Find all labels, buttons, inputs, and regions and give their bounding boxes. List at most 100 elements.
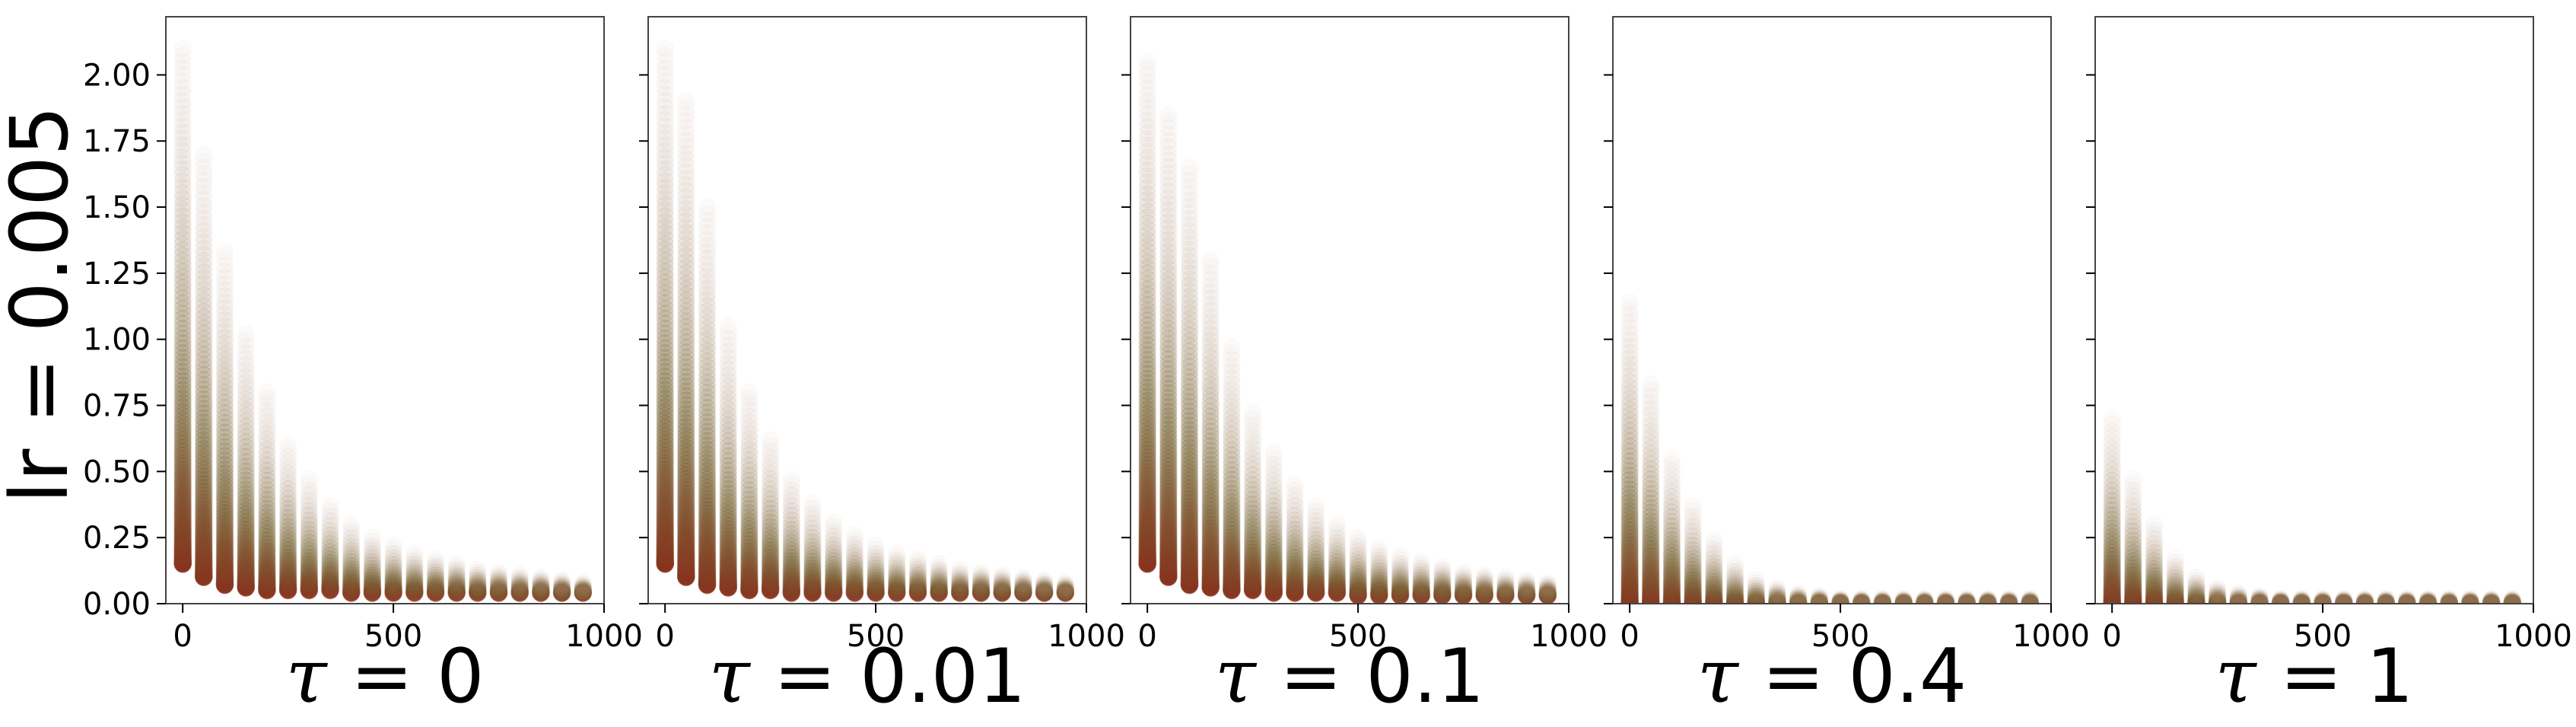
scatter-point [1391, 565, 1410, 583]
scatter-point [195, 467, 213, 486]
scatter-point [173, 445, 192, 464]
scatter-point [195, 292, 213, 310]
scatter-point [677, 395, 695, 414]
scatter-point [1181, 172, 1198, 190]
scatter-point [698, 511, 717, 529]
scatter-point [677, 417, 695, 436]
scatter-point [698, 212, 716, 228]
scatter-point [761, 499, 780, 518]
y-tick-label: 1.25 [83, 257, 151, 292]
scatter-point [173, 104, 192, 123]
scatter-point [1138, 373, 1156, 392]
scatter-point [656, 474, 674, 493]
scatter-point [867, 541, 885, 559]
scatter-point [761, 453, 780, 472]
scatter-point [656, 467, 674, 486]
scatter-point [405, 559, 424, 577]
scatter-point [1243, 532, 1262, 551]
scatter-point [173, 289, 192, 308]
scatter-point [825, 518, 842, 535]
scatter-point [719, 365, 737, 384]
scatter-point [1180, 258, 1199, 276]
scatter-point [677, 490, 695, 509]
scatter-point [888, 576, 906, 595]
scatter-point [1433, 581, 1452, 599]
scatter-point [740, 476, 758, 495]
scatter-point [740, 567, 758, 585]
scatter-point [720, 317, 737, 335]
scatter-point [1035, 582, 1054, 601]
scatter-point [1475, 568, 1493, 587]
scatter-point [195, 280, 213, 298]
scatter-point [656, 502, 674, 520]
scatter-point [195, 380, 213, 399]
scatter-point [782, 555, 801, 573]
scatter-point [656, 445, 674, 464]
scatter-point [761, 513, 780, 531]
scatter-point [1243, 564, 1262, 582]
scatter-point [1180, 489, 1199, 509]
scatter-point [342, 566, 361, 585]
scatter-point [845, 534, 864, 553]
scatter-point [1159, 276, 1178, 295]
scatter-point [195, 499, 213, 518]
scatter-point [656, 319, 674, 338]
scatter-point [1223, 425, 1241, 444]
scatter-point [1264, 568, 1283, 587]
scatter-point [1201, 343, 1220, 361]
scatter-point [1138, 340, 1156, 359]
scatter-point [1350, 534, 1367, 551]
scatter-point [1138, 247, 1156, 266]
scatter-point [677, 446, 695, 465]
scatter-point [740, 495, 758, 513]
scatter-point [656, 278, 674, 297]
scatter-point [1159, 308, 1178, 327]
scatter-point [740, 524, 758, 542]
scatter-point [195, 443, 213, 462]
scatter-point [342, 571, 361, 590]
scatter-point [1138, 306, 1156, 324]
scatter-point [656, 299, 674, 317]
scatter-point [300, 496, 319, 515]
scatter-point [237, 427, 255, 446]
scatter-point [1201, 451, 1220, 469]
scatter-point [698, 199, 716, 216]
scatter-point [698, 530, 717, 548]
scatter-point [698, 373, 717, 392]
scatter-point [1286, 540, 1304, 560]
scatter-point [720, 324, 737, 341]
scatter-point [173, 334, 192, 352]
scatter-point [845, 576, 864, 594]
scatter-point [909, 550, 927, 567]
scatter-point [1370, 580, 1388, 599]
scatter-point [677, 317, 695, 336]
scatter-point [1243, 561, 1262, 580]
scatter-point [845, 581, 864, 600]
scatter-point [908, 563, 927, 582]
scatter-point [908, 579, 927, 598]
scatter-point [719, 512, 737, 531]
scatter-point [1180, 342, 1199, 361]
scatter-point [195, 330, 213, 348]
scatter-point [656, 367, 674, 385]
scatter-point [698, 248, 717, 267]
scatter-point [740, 545, 758, 563]
scatter-point [1223, 550, 1241, 569]
scatter-point [215, 533, 234, 552]
scatter-point [677, 150, 695, 169]
row-label: lr = 0.005 [0, 106, 86, 504]
scatter-point [173, 142, 192, 160]
scatter-point [278, 547, 297, 566]
scatter-point [552, 582, 571, 601]
scatter-point [1496, 573, 1515, 591]
scatter-point [719, 470, 737, 489]
scatter-point [405, 573, 424, 591]
scatter-point [656, 212, 674, 231]
scatter-point [300, 537, 319, 556]
scatter-point [972, 579, 991, 598]
scatter-point [1180, 467, 1199, 486]
scatter-point [972, 580, 991, 599]
scatter-point [321, 569, 339, 587]
scatter-point [195, 471, 213, 489]
scatter-point [740, 538, 758, 556]
